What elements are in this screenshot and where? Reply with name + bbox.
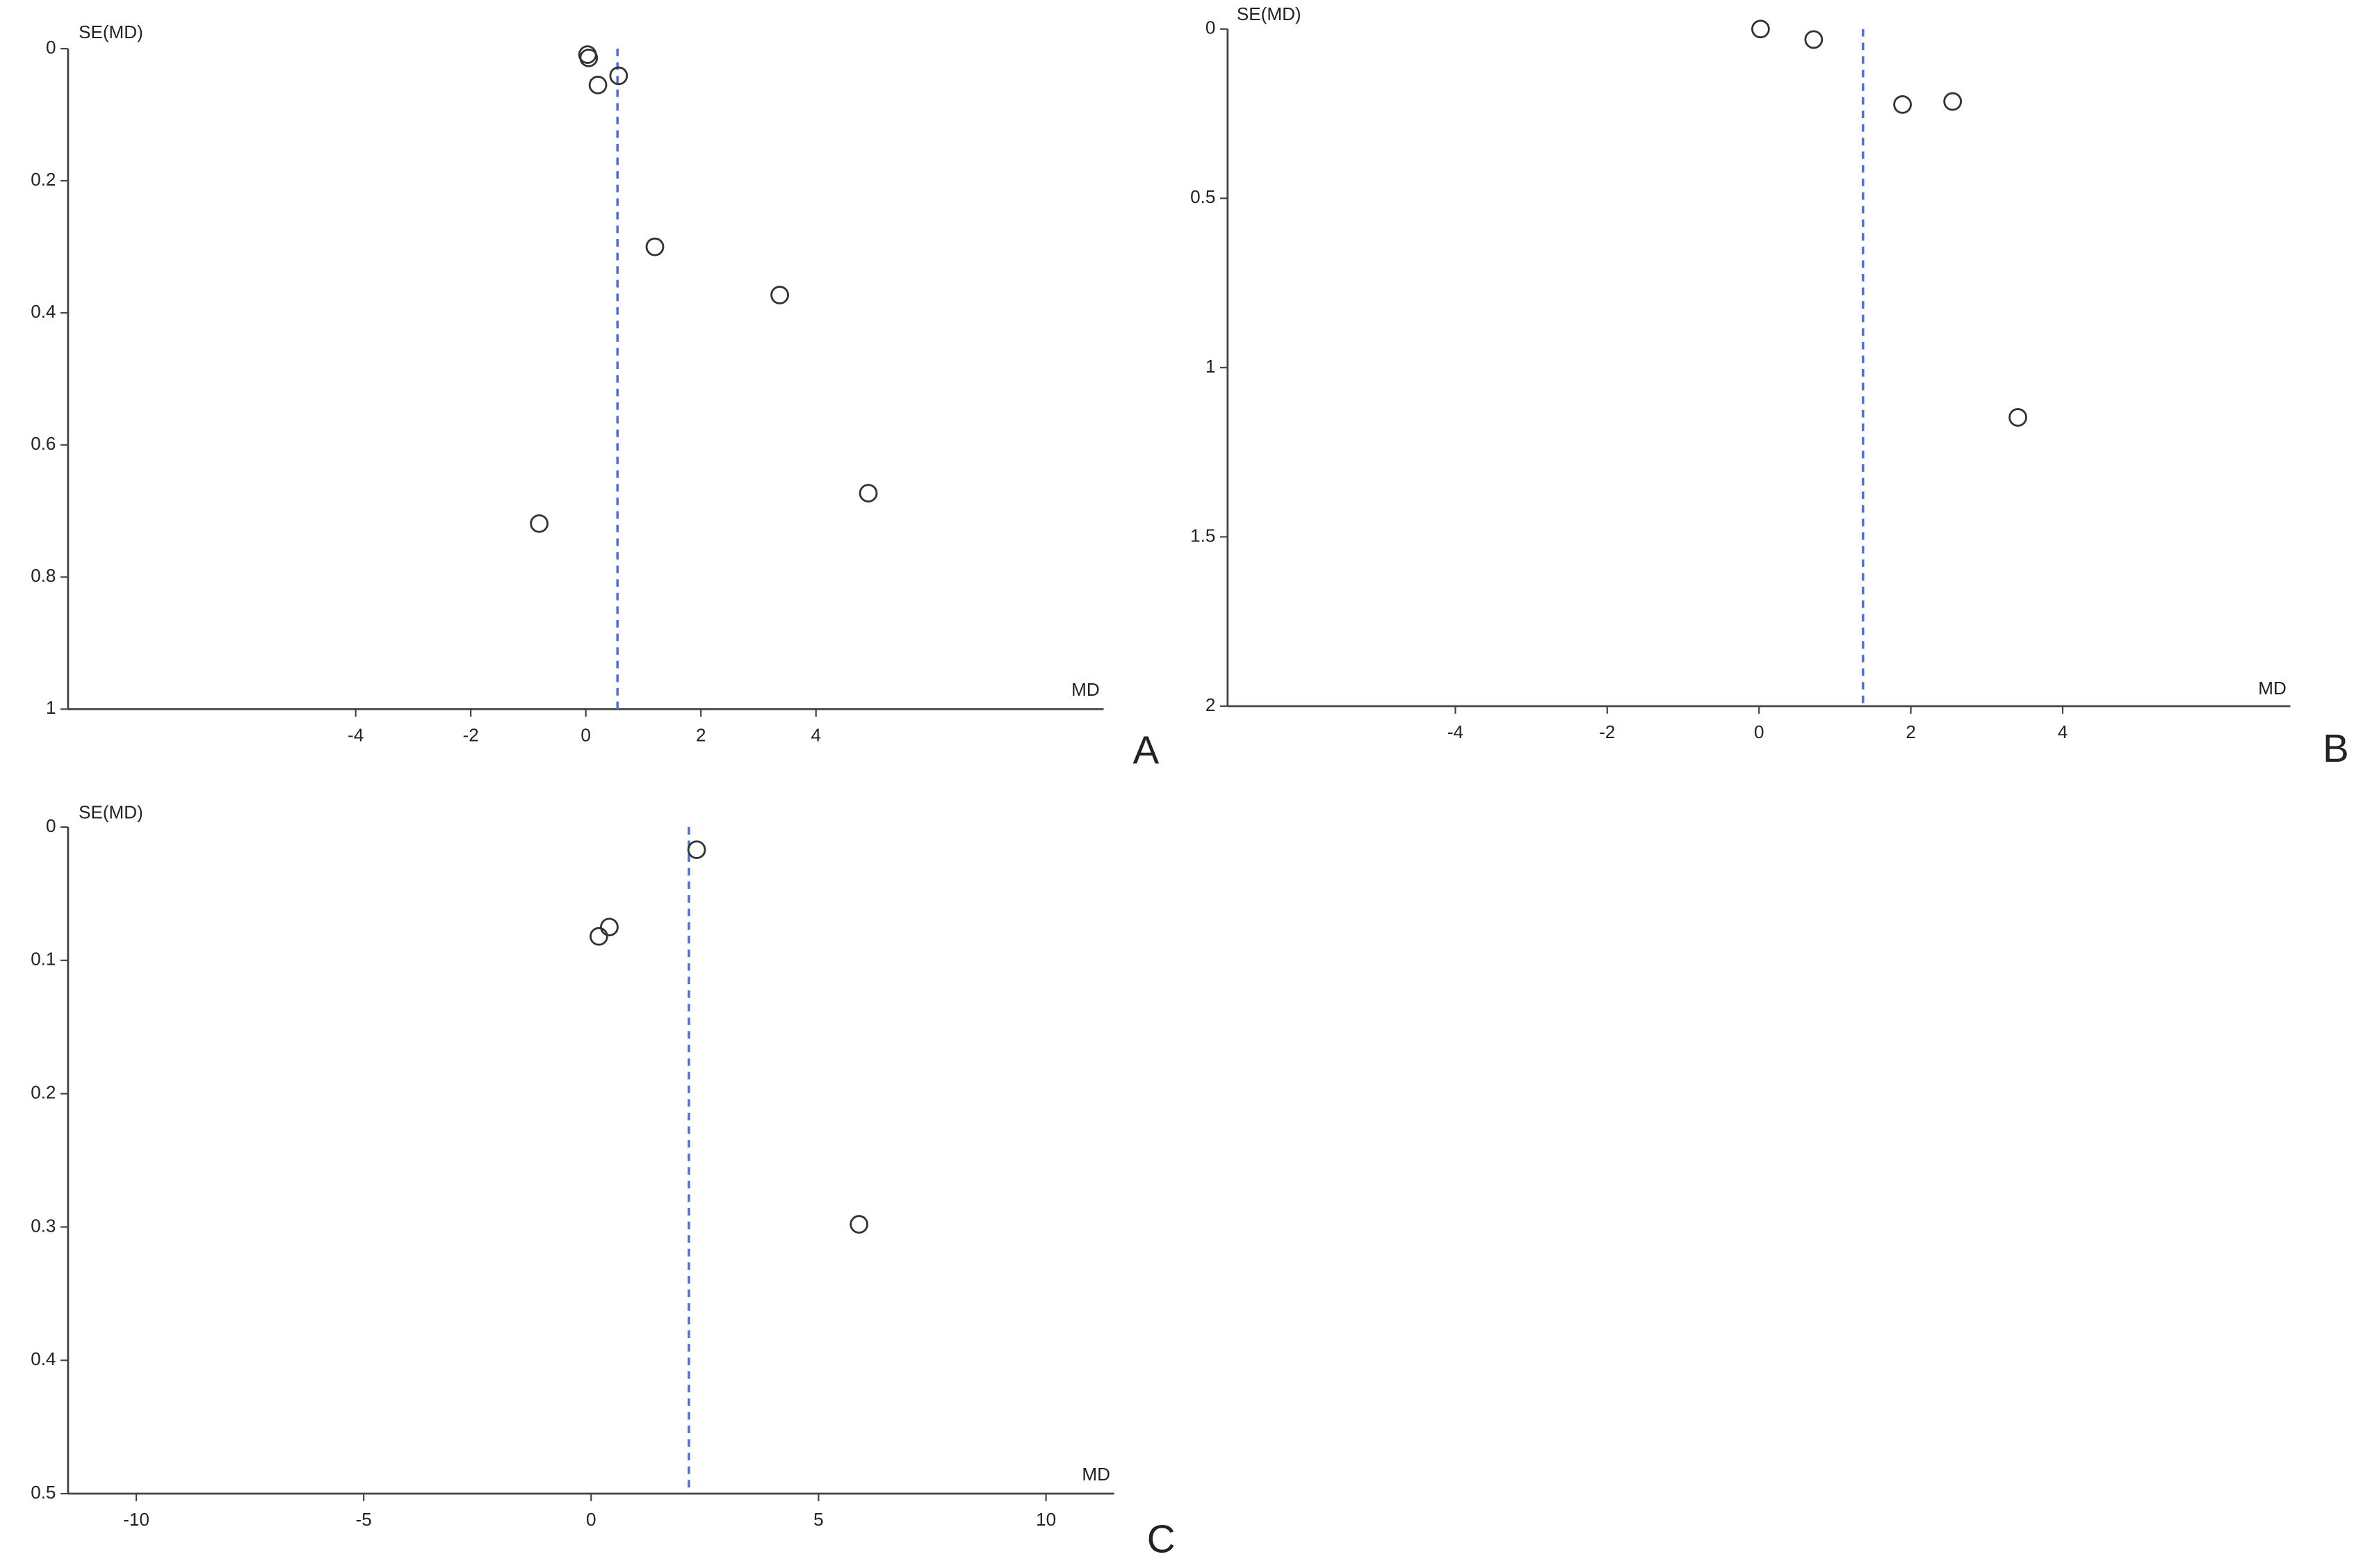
x-tick-label: -10	[123, 1509, 149, 1530]
x-tick-label: 2	[1906, 721, 1916, 742]
study-point	[600, 917, 619, 937]
study-point	[2008, 408, 2027, 427]
study-point	[588, 75, 608, 95]
x-tick-label: 5	[813, 1509, 824, 1530]
y-tick-label: 0	[46, 37, 56, 58]
study-point	[687, 840, 706, 859]
y-axis-label: SE(MD)	[79, 22, 143, 42]
x-tick-label: 0	[586, 1509, 596, 1530]
study-point	[645, 237, 665, 256]
y-tick-label: 0.1	[31, 949, 56, 970]
y-tick-label: 0.8	[31, 565, 56, 586]
x-tick-label: 10	[1036, 1509, 1056, 1530]
x-tick-label: 2	[696, 724, 706, 745]
y-tick-label: 1.5	[1190, 525, 1215, 546]
x-tick-label: -4	[348, 724, 364, 745]
y-tick-label: 0.4	[31, 1348, 56, 1369]
study-point	[609, 66, 628, 85]
y-axis-label: SE(MD)	[79, 801, 143, 822]
y-tick-label: 1	[46, 697, 56, 718]
y-tick-label: 0.6	[31, 433, 56, 454]
y-tick-label: 0.2	[31, 169, 56, 190]
study-point	[1893, 95, 1912, 114]
y-tick-label: 0.4	[31, 301, 56, 322]
study-point	[1943, 92, 1963, 111]
study-point	[579, 48, 599, 67]
y-tick-label: 0.2	[31, 1081, 56, 1102]
study-point	[850, 1215, 869, 1234]
y-tick-label: 0.5	[31, 1482, 56, 1503]
y-tick-label: 0	[1205, 17, 1216, 38]
study-point	[1804, 30, 1824, 49]
x-tick-label: 4	[2058, 721, 2068, 742]
x-axis-label: MD	[1071, 679, 1100, 700]
x-axis-label: MD	[2258, 678, 2287, 699]
x-tick-label: 0	[580, 724, 591, 745]
study-point	[859, 484, 878, 503]
y-tick-label: 0.5	[1190, 186, 1215, 207]
x-tick-label: -4	[1447, 721, 1463, 742]
panel-label: A	[1133, 728, 1160, 771]
x-tick-label: 4	[811, 724, 821, 745]
study-point	[1751, 19, 1770, 39]
y-axis-label: SE(MD)	[1237, 3, 1301, 24]
study-point	[770, 286, 789, 304]
y-tick-label: 0	[46, 815, 56, 836]
panel-label: C	[1147, 1517, 1176, 1561]
x-tick-label: -2	[463, 724, 479, 745]
x-tick-label: 0	[1754, 721, 1764, 742]
x-tick-label: -2	[1599, 721, 1615, 742]
study-point	[530, 514, 549, 533]
panel-label: B	[2323, 726, 2349, 770]
y-tick-label: 1	[1205, 356, 1216, 377]
y-tick-label: 2	[1205, 694, 1216, 715]
study-point	[590, 926, 608, 946]
x-axis-label: MD	[1082, 1464, 1110, 1485]
y-tick-label: 0.3	[31, 1215, 56, 1236]
x-tick-label: -5	[356, 1509, 372, 1530]
